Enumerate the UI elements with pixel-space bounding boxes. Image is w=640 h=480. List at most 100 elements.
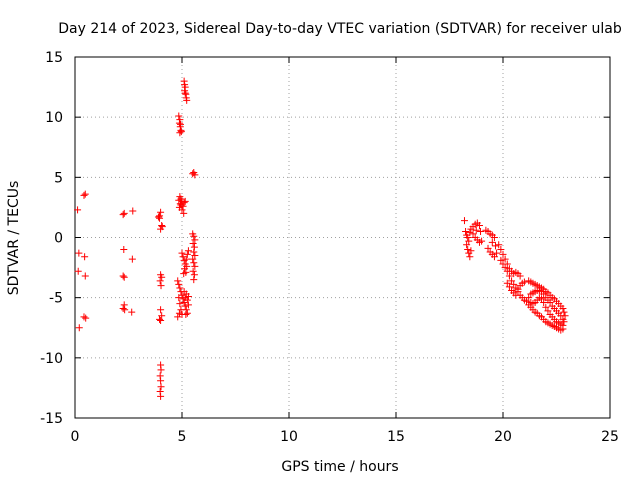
data-point [189, 240, 197, 248]
data-point [157, 306, 165, 314]
data-point [191, 262, 199, 270]
data-point [183, 309, 191, 317]
data-point [190, 232, 198, 240]
data-point [497, 246, 505, 254]
data-point [546, 298, 554, 306]
data-point [499, 260, 507, 268]
data-point [157, 392, 165, 400]
data-point [559, 304, 567, 312]
data-point [183, 262, 191, 270]
data-point [156, 277, 164, 285]
data-point [472, 226, 480, 234]
data-point [520, 278, 528, 286]
data-point [184, 292, 192, 300]
data-point [516, 272, 524, 280]
data-point [157, 317, 165, 325]
data-point [466, 229, 474, 237]
data-point [184, 301, 192, 309]
data-point [157, 383, 165, 391]
data-point [182, 311, 190, 319]
data-point [119, 272, 127, 280]
data-point [119, 304, 127, 312]
data-point [488, 238, 496, 246]
data-point [174, 313, 182, 321]
data-point [158, 221, 166, 229]
y-tick-label: 5 [54, 170, 63, 186]
data-point [495, 241, 503, 249]
data-point [178, 206, 186, 214]
data-point [540, 290, 548, 298]
x-axis-label: GPS time / hours [281, 459, 398, 475]
data-point [121, 306, 129, 314]
data-point [490, 234, 498, 241]
data-point [81, 190, 89, 198]
data-point [463, 241, 471, 249]
data-point [477, 227, 485, 235]
data-point [154, 213, 162, 221]
data-point [501, 264, 509, 272]
data-point [157, 208, 165, 216]
data-point [158, 312, 166, 320]
data-point [177, 306, 185, 314]
data-point [557, 312, 565, 320]
data-point [120, 273, 128, 281]
data-point [181, 89, 189, 97]
data-point [178, 249, 186, 257]
data-point [464, 246, 472, 254]
data-point [544, 307, 552, 315]
data-point [505, 272, 513, 280]
data-point [492, 242, 500, 250]
data-point [469, 230, 477, 238]
data-point [460, 217, 468, 225]
data-point [465, 237, 473, 245]
x-tick-label: 0 [71, 429, 80, 445]
data-point [525, 294, 533, 302]
data-point [478, 237, 486, 245]
data-point [80, 191, 88, 199]
data-point [508, 277, 516, 285]
data-point [81, 272, 89, 280]
data-point [120, 246, 128, 254]
data-point [157, 377, 165, 385]
x-tick-label: 25 [601, 429, 619, 445]
y-tick-label: -10 [40, 351, 63, 367]
y-tick-labels: -15 -10 -5 0 5 10 15 [40, 50, 63, 427]
data-point [177, 120, 185, 128]
data-point [514, 285, 522, 293]
y-tick-label: -15 [40, 411, 63, 427]
data-point [501, 255, 509, 263]
x-tick-labels: 0 5 10 15 20 25 [71, 429, 619, 445]
data-point [183, 296, 191, 304]
data-point [490, 253, 498, 261]
data-point [74, 206, 82, 214]
data-point [177, 128, 185, 136]
data-point [559, 321, 567, 329]
x-tick-label: 10 [280, 429, 298, 445]
chart-title: Day 214 of 2023, Sidereal Day-to-day VTE… [58, 21, 622, 37]
data-point [538, 295, 546, 303]
data-point [128, 308, 136, 316]
data-point [129, 207, 137, 215]
data-point [503, 267, 511, 275]
data-point [499, 250, 507, 258]
data-point [75, 249, 83, 257]
data-point [176, 129, 184, 137]
data-point [74, 267, 82, 275]
y-axis-label: SDTVAR / TECUs [6, 181, 22, 296]
data-point [523, 297, 531, 305]
data-point [158, 273, 166, 281]
data-point [177, 201, 185, 209]
data-point [497, 256, 505, 264]
data-point [119, 211, 127, 219]
y-tick-label: 15 [45, 50, 63, 66]
data-point [175, 280, 183, 288]
data-point [189, 255, 197, 263]
data-point [81, 253, 89, 261]
grid-lines [75, 57, 610, 418]
data-point [80, 313, 88, 321]
data-point [156, 214, 164, 222]
y-tick-label: -5 [49, 291, 63, 307]
data-point [175, 309, 183, 317]
y-tick-label: 0 [54, 231, 63, 247]
